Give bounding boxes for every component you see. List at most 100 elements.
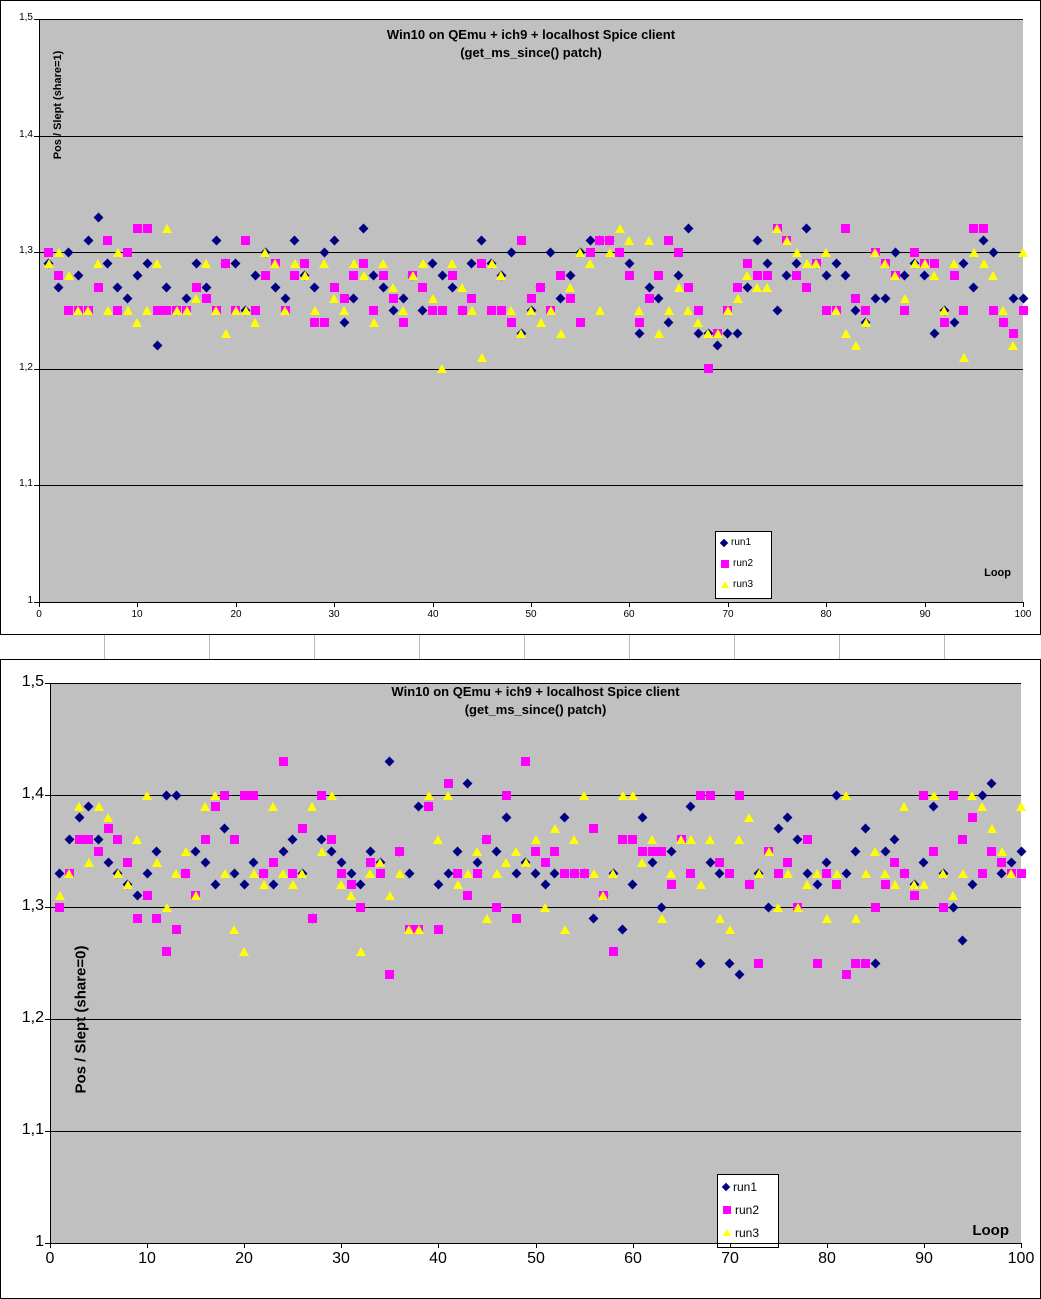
data-point-run2 — [453, 868, 463, 878]
data-point-run3 — [585, 259, 596, 269]
x-tickmark — [433, 602, 434, 607]
data-point-run2 — [821, 306, 831, 315]
data-point-run3 — [248, 868, 259, 878]
data-point-run3 — [171, 306, 182, 315]
data-point-run3 — [714, 913, 725, 923]
y-tickmark — [45, 1131, 50, 1132]
data-point-run3 — [614, 224, 625, 234]
data-point-run3 — [142, 306, 153, 315]
x-tickmark — [730, 1243, 731, 1248]
data-point-run2 — [369, 306, 379, 315]
data-point-run2 — [628, 835, 638, 845]
data-point-run3 — [299, 271, 310, 281]
legend[interactable]: run1 run2 run3 — [717, 1174, 779, 1248]
data-point-run3 — [860, 317, 871, 327]
legend[interactable]: run1 run2 run3 — [715, 531, 772, 599]
data-point-run3 — [260, 247, 271, 257]
data-point-run2 — [220, 790, 230, 800]
data-point-run2 — [501, 790, 511, 800]
data-point-run2 — [969, 224, 979, 234]
data-point-run3 — [427, 294, 438, 304]
data-point-run3 — [329, 294, 340, 304]
chart-title: Win10 on QEmu + ich9 + localhost Spice c… — [386, 27, 676, 42]
chart-share1-frame[interactable]: Win10 on QEmu + ich9 + localhost Spice c… — [0, 0, 1041, 635]
data-point-run2 — [288, 868, 298, 878]
x-tickmark — [147, 1243, 148, 1248]
data-point-run3 — [967, 790, 978, 800]
data-point-run3 — [705, 835, 716, 845]
data-point-run3 — [644, 236, 655, 246]
data-point-run2 — [841, 969, 851, 979]
x-tickmark — [39, 602, 40, 607]
data-point-run3 — [93, 801, 104, 811]
spreadsheet-empty-row[interactable] — [0, 635, 1041, 659]
data-point-run3 — [336, 880, 347, 890]
data-point-run3 — [501, 857, 512, 867]
data-point-run3 — [289, 259, 300, 269]
data-point-run3 — [190, 891, 201, 901]
data-point-run3 — [683, 306, 694, 315]
data-point-run3 — [918, 880, 929, 890]
data-point-run3 — [753, 868, 764, 878]
data-point-run2 — [339, 294, 349, 304]
data-point-run2 — [395, 846, 405, 856]
data-point-run2 — [171, 924, 181, 934]
data-point-run2 — [317, 790, 327, 800]
x-tickmark — [341, 1243, 342, 1248]
y-tick-label: 1,2 — [21, 1009, 44, 1026]
data-point-run2 — [113, 306, 123, 315]
data-point-run3 — [229, 924, 240, 934]
data-point-run3 — [358, 271, 369, 281]
data-point-run2 — [615, 247, 625, 257]
y-tickmark — [34, 369, 39, 370]
x-tickmark — [1023, 602, 1024, 607]
data-point-run2 — [365, 857, 375, 867]
data-point-run3 — [355, 947, 366, 957]
data-point-run2 — [329, 282, 339, 292]
data-point-run3 — [73, 306, 84, 315]
data-point-run2 — [496, 306, 506, 315]
data-point-run2 — [725, 868, 735, 878]
data-point-run3 — [437, 364, 448, 374]
data-point-run2 — [424, 801, 434, 811]
data-point-run2 — [540, 857, 550, 867]
data-point-run2 — [487, 306, 497, 315]
x-tickmark — [924, 1243, 925, 1248]
chart-share0-frame[interactable]: Win10 on QEmu + ich9 + localhost Spice c… — [0, 659, 1041, 1299]
data-point-run2 — [359, 259, 369, 269]
data-point-run3 — [666, 868, 677, 878]
data-point-run2 — [268, 857, 278, 867]
data-point-run2 — [132, 224, 142, 234]
data-point-run3 — [103, 812, 114, 822]
data-point-run2 — [802, 835, 812, 845]
data-point-run2 — [987, 846, 997, 856]
legend-entry-run3: run3 — [718, 1221, 778, 1244]
data-point-run3 — [535, 317, 546, 327]
legend-entry-run2: run2 — [718, 1198, 778, 1221]
data-point-run2 — [967, 812, 977, 822]
data-point-run2 — [929, 846, 939, 856]
data-point-run3 — [673, 282, 684, 292]
data-point-run2 — [919, 790, 929, 800]
data-point-run3 — [653, 329, 664, 339]
data-point-run2 — [457, 306, 467, 315]
data-point-run3 — [132, 317, 143, 327]
data-point-run2 — [705, 790, 715, 800]
x-tick-label: 60 — [624, 1250, 642, 1267]
data-point-run3 — [831, 868, 842, 878]
y-tickmark — [45, 795, 50, 796]
data-point-run2 — [467, 294, 477, 304]
data-point-run2 — [113, 835, 123, 845]
data-point-run2 — [637, 846, 647, 856]
data-point-run3 — [530, 835, 541, 845]
data-point-run3 — [988, 271, 999, 281]
data-point-run2 — [210, 801, 220, 811]
data-point-run3 — [647, 835, 658, 845]
data-point-run3 — [365, 868, 376, 878]
legend-entry-run3: run3 — [716, 574, 771, 595]
data-point-run2 — [239, 790, 249, 800]
data-point-run3 — [773, 902, 784, 912]
data-point-run3 — [181, 306, 192, 315]
data-point-run3 — [258, 880, 269, 890]
data-point-run2 — [959, 306, 969, 315]
